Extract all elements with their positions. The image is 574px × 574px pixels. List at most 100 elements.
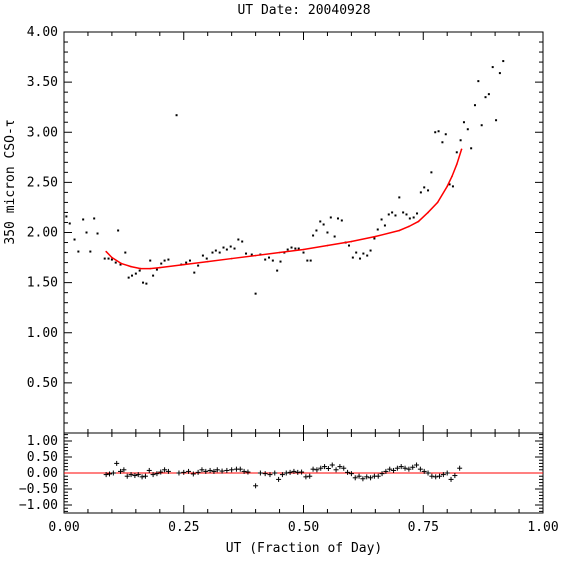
residual-point bbox=[352, 475, 358, 481]
top-y-tick-label: 2.50 bbox=[27, 175, 58, 190]
residual-point bbox=[337, 464, 343, 470]
data-point bbox=[491, 66, 494, 69]
data-point bbox=[484, 96, 487, 99]
residual-point bbox=[135, 472, 141, 478]
data-point bbox=[103, 257, 106, 260]
x-axis-label: UT (Fraction of Day) bbox=[226, 541, 383, 556]
residual-point bbox=[364, 474, 370, 480]
data-point bbox=[167, 258, 170, 261]
fit-curve-point bbox=[139, 267, 142, 270]
residual-point bbox=[118, 468, 124, 474]
residual-point bbox=[291, 468, 297, 474]
data-point bbox=[359, 257, 362, 260]
data-point bbox=[462, 121, 465, 124]
bottom-x-tick-label: 1.00 bbox=[527, 520, 558, 535]
residual-point bbox=[437, 473, 443, 479]
residual-point bbox=[262, 471, 268, 477]
bottom-x-tick-label: 0.00 bbox=[48, 520, 79, 535]
residual-point bbox=[114, 460, 120, 466]
data-point bbox=[302, 251, 305, 254]
data-point bbox=[152, 274, 155, 277]
data-point bbox=[477, 80, 480, 83]
top-y-tick-label: 0.50 bbox=[27, 376, 58, 391]
fit-curve-point bbox=[451, 175, 453, 178]
fit-curve-point bbox=[427, 211, 429, 214]
fit-curve-point bbox=[417, 220, 420, 223]
bottom-panel: 0.00 0.25 0.50 0.75 1.001.000.500.00−0.50−1.… bbox=[19, 432, 559, 535]
residual-point bbox=[195, 469, 201, 475]
residual-point bbox=[314, 467, 320, 473]
residual-point bbox=[356, 473, 362, 479]
residual-point bbox=[139, 474, 145, 480]
data-point bbox=[402, 211, 405, 214]
fit-curve bbox=[105, 149, 463, 270]
residual-point bbox=[379, 471, 385, 477]
residual-point bbox=[398, 464, 404, 470]
data-point bbox=[419, 191, 422, 194]
y-axis-label: 350 micron CSO-τ bbox=[3, 119, 18, 244]
data-point bbox=[124, 251, 127, 254]
residual-point bbox=[211, 468, 217, 474]
bottom-x-tick-label: 0.50 bbox=[288, 520, 319, 535]
fit-curve-point bbox=[278, 251, 281, 254]
residual-point bbox=[279, 472, 285, 478]
data-point bbox=[222, 246, 225, 249]
fit-curve-point bbox=[105, 250, 107, 253]
residual-point bbox=[283, 470, 289, 476]
residual-point bbox=[452, 473, 458, 479]
fit-curve-point bbox=[398, 229, 401, 232]
bottom-y-tick-label: −0.50 bbox=[19, 482, 58, 497]
data-point bbox=[444, 133, 447, 136]
top-y-tick-label: 1.50 bbox=[27, 276, 58, 291]
data-point bbox=[131, 274, 134, 277]
data-point bbox=[197, 264, 200, 267]
data-point bbox=[225, 248, 228, 251]
residual-point bbox=[110, 470, 116, 476]
chart-title: UT Date: 20040928 bbox=[237, 3, 370, 18]
data-point bbox=[185, 261, 188, 264]
residual-point bbox=[124, 473, 130, 479]
data-point bbox=[254, 292, 257, 295]
residual-point bbox=[229, 467, 235, 473]
residual-point bbox=[154, 471, 160, 477]
data-point bbox=[241, 240, 244, 243]
data-point bbox=[175, 114, 178, 117]
residual-point bbox=[433, 474, 439, 480]
data-point bbox=[142, 281, 145, 284]
residual-point bbox=[325, 466, 331, 472]
residual-point bbox=[457, 465, 463, 471]
top-frame bbox=[63, 31, 544, 434]
residual-point bbox=[162, 467, 168, 473]
data-point bbox=[502, 60, 505, 63]
residual-point bbox=[176, 470, 182, 476]
data-point bbox=[117, 229, 120, 232]
residual-point bbox=[448, 476, 454, 482]
residual-point bbox=[107, 471, 113, 477]
residual-point bbox=[245, 469, 251, 475]
fit-curve-point bbox=[455, 163, 458, 166]
data-point bbox=[276, 269, 279, 272]
data-point bbox=[434, 131, 437, 134]
residual-point bbox=[368, 475, 374, 481]
residual-point bbox=[267, 472, 273, 478]
residual-point bbox=[444, 470, 450, 476]
data-point bbox=[145, 282, 148, 285]
residual-point bbox=[128, 472, 134, 478]
residual-point bbox=[391, 467, 397, 473]
residual-point bbox=[214, 467, 220, 473]
data-point bbox=[286, 248, 289, 251]
residual-point bbox=[103, 472, 109, 478]
data-point bbox=[250, 253, 253, 256]
bottom-y-tick-label: 0.00 bbox=[27, 466, 58, 481]
data-point bbox=[412, 216, 415, 219]
data-point bbox=[373, 237, 376, 240]
data-point bbox=[294, 247, 297, 250]
data-point bbox=[93, 217, 96, 220]
residual-point bbox=[287, 469, 293, 475]
residual-point bbox=[253, 483, 259, 489]
residual-point bbox=[303, 474, 309, 480]
data-point bbox=[351, 256, 354, 259]
residual-point bbox=[310, 466, 316, 472]
fit-curve-point bbox=[374, 235, 377, 238]
data-point bbox=[319, 220, 322, 223]
